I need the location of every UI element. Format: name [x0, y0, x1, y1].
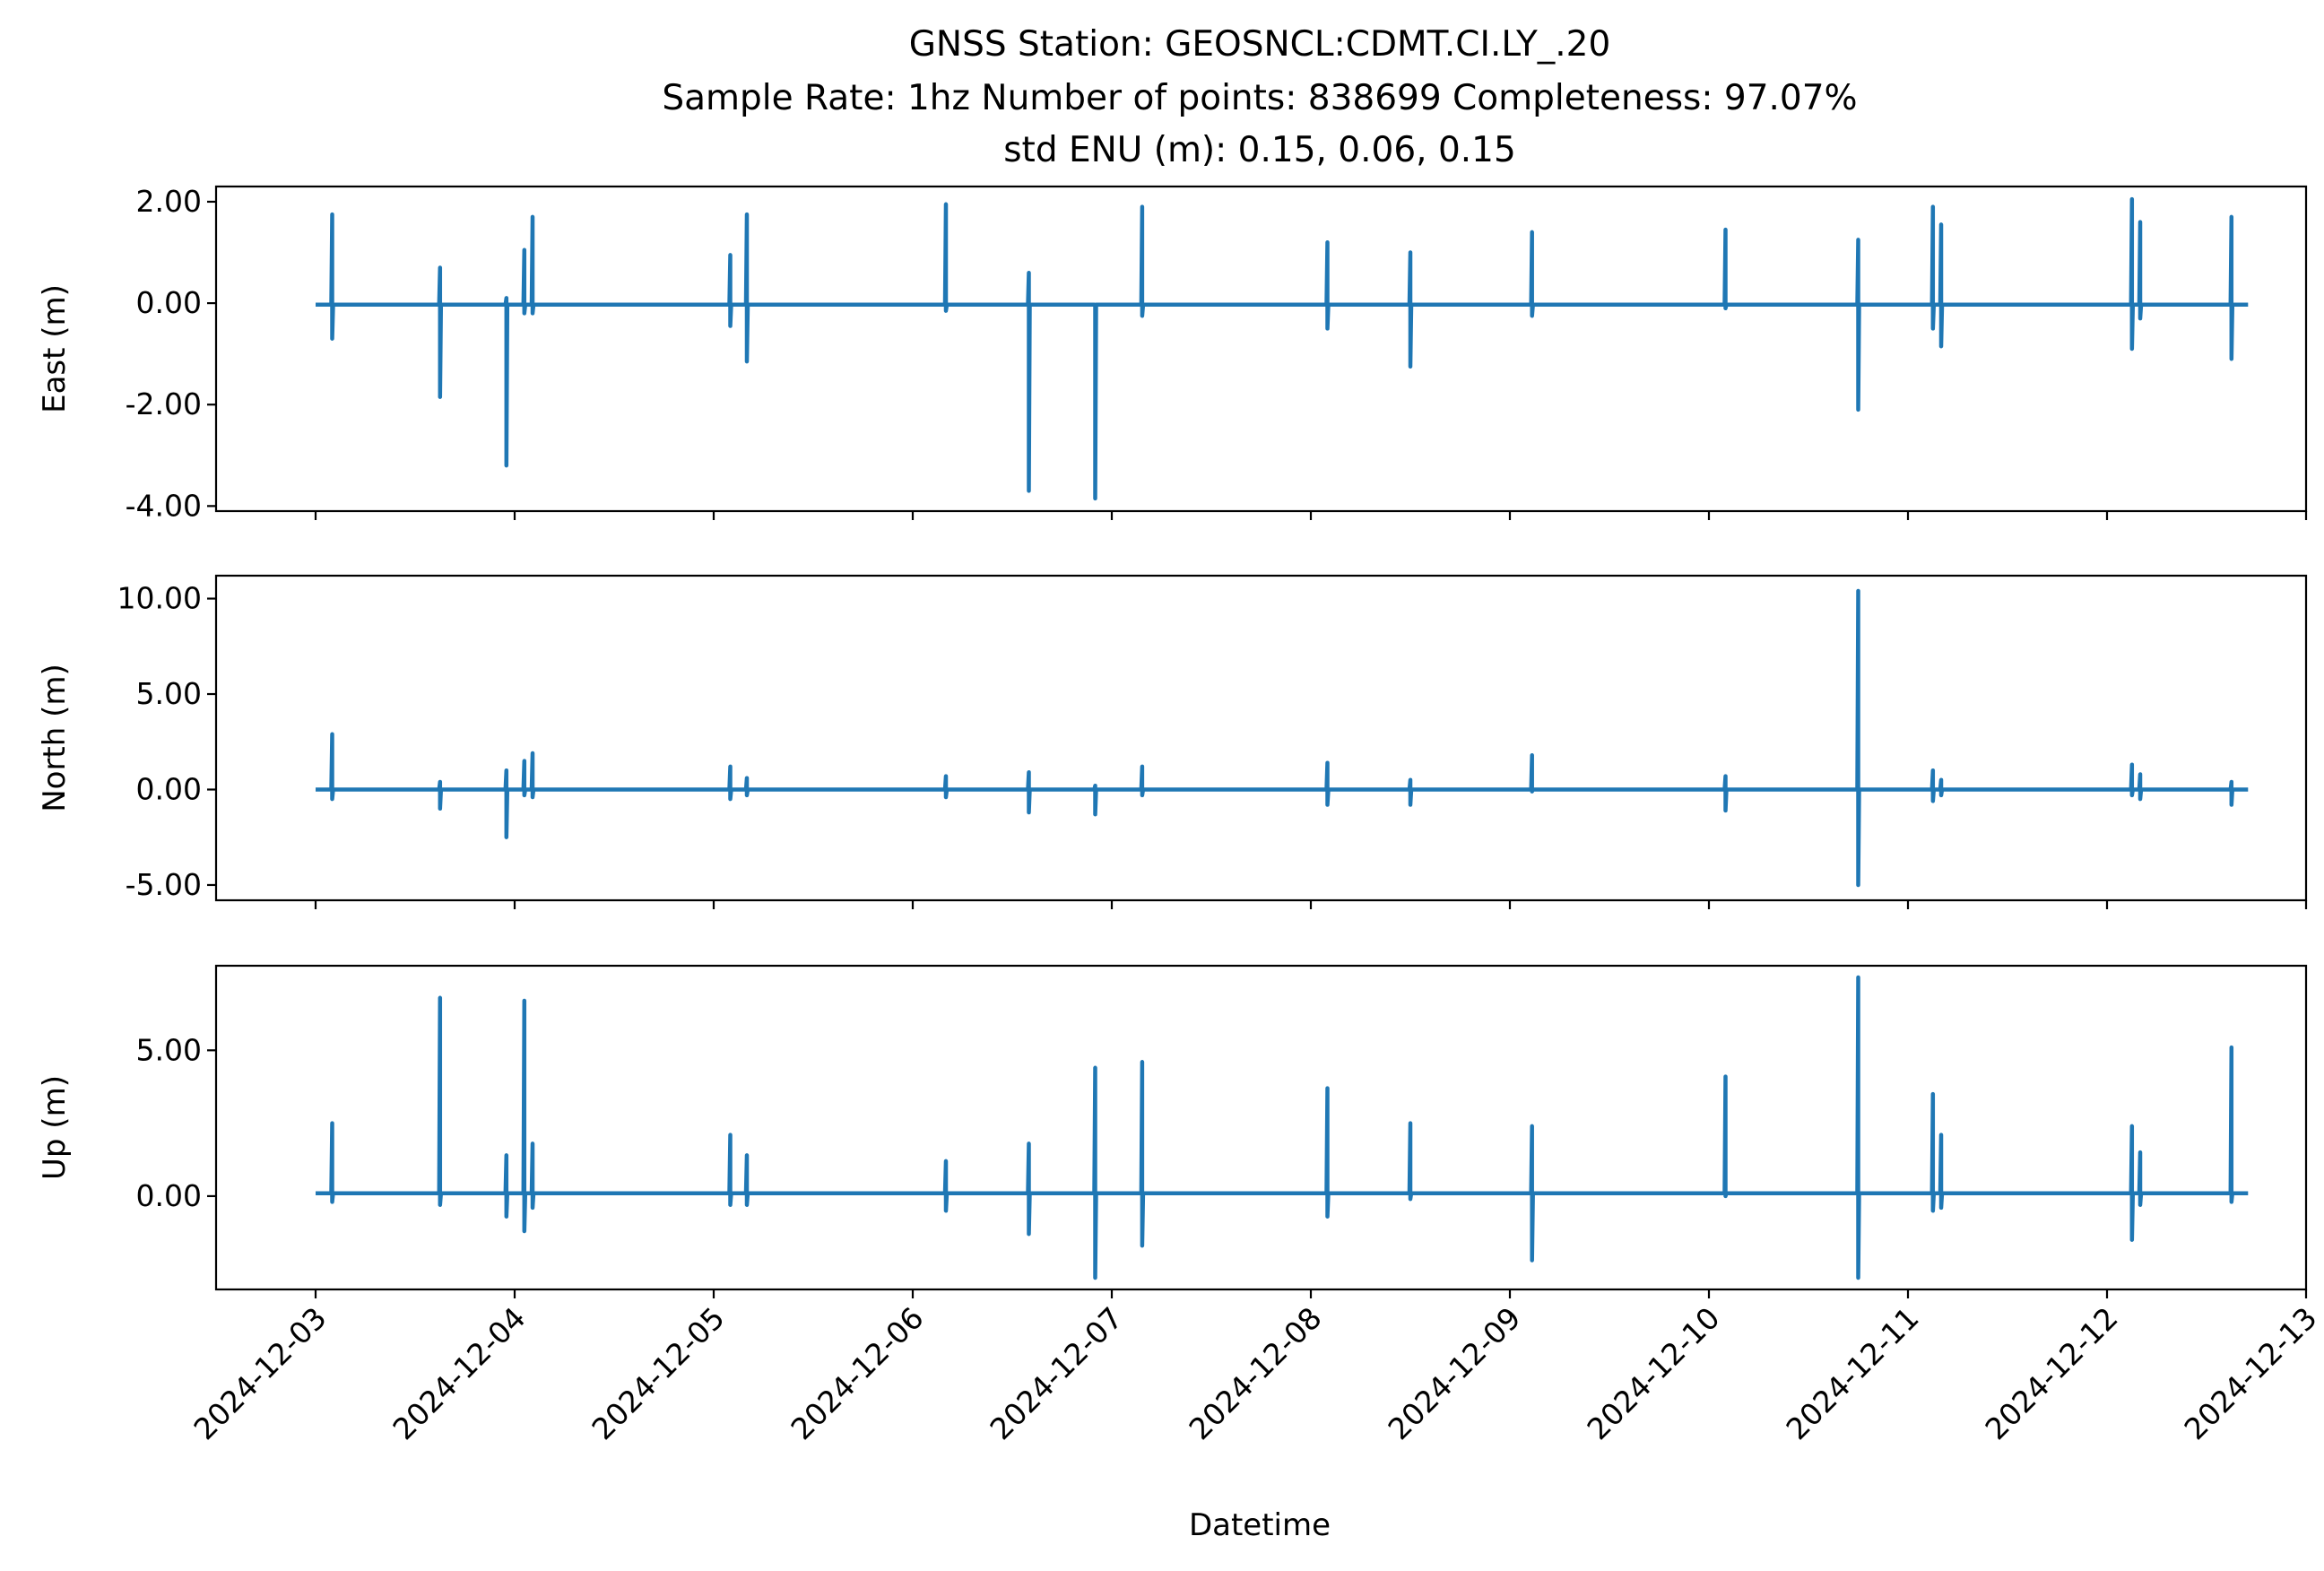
panels: 2.00 0.00 -2.00 -4.00 East (m) 10.00 5.00 0.00 -…	[37, 184, 2308, 1298]
x-tick-label: 2024-12-04	[386, 1300, 532, 1446]
x-tick-label: 2024-12-10	[1580, 1300, 1726, 1446]
y-tick-label: -2.00	[126, 386, 202, 421]
panel-east: 2.00 0.00 -2.00 -4.00 East (m)	[37, 184, 2308, 523]
plot-frame	[214, 574, 2308, 902]
y-tick-label: 0.00	[136, 285, 202, 320]
x-tick-label: 2024-12-09	[1381, 1300, 1527, 1446]
y-tick-label: 5.00	[136, 676, 202, 711]
x-axis: 2024-12-03 2024-12-04 2024-12-05 2024-12-06…	[186, 1300, 2323, 1446]
x-tick-label: 2024-12-11	[1779, 1300, 1925, 1446]
x-tick-label: 2024-12-03	[186, 1300, 333, 1446]
series-line-1	[316, 588, 2249, 888]
y-axis-label: North (m)	[37, 664, 73, 812]
x-tick-label: 2024-12-13	[2177, 1300, 2323, 1446]
x-tick-label: 2024-12-07	[983, 1300, 1129, 1446]
title-line-2: Sample Rate: 1hz Number of points: 83869…	[662, 78, 1857, 118]
title-line-3: std ENU (m): 0.15, 0.06, 0.15	[1003, 130, 1516, 170]
y-tick-label: 0.00	[136, 1178, 202, 1213]
y-axis-label: Up (m)	[37, 1075, 73, 1180]
y-tick-label: 0.00	[136, 771, 202, 806]
x-tick-label: 2024-12-08	[1182, 1300, 1328, 1446]
panel-north: 10.00 5.00 0.00 -5.00 North (m)	[37, 574, 2308, 909]
x-tick-label: 2024-12-05	[585, 1300, 731, 1446]
title-line-1: GNSS Station: GEOSNCL:CDMT.CI.LY_.20	[909, 24, 1611, 65]
panel-up: 5.00 0.00 Up (m)	[37, 964, 2308, 1298]
y-tick-label: 10.00	[117, 581, 202, 616]
y-tick-label: 2.00	[136, 184, 202, 219]
series-line-2	[316, 975, 2249, 1280]
plot-frame	[214, 185, 2308, 513]
plot-frame	[214, 964, 2308, 1291]
x-tick-label: 2024-12-12	[1978, 1300, 2124, 1446]
x-axis-label: Datetime	[1189, 1507, 1331, 1543]
x-tick-label: 2024-12-06	[784, 1300, 930, 1446]
y-tick-label: -4.00	[126, 488, 202, 523]
y-tick-label: -5.00	[126, 867, 202, 902]
chart-title: GNSS Station: GEOSNCL:CDMT.CI.LY_.20 Sam…	[662, 24, 1857, 170]
y-tick-label: 5.00	[136, 1032, 202, 1067]
y-axis-label: East (m)	[37, 284, 73, 413]
series-line-0	[316, 196, 2249, 501]
